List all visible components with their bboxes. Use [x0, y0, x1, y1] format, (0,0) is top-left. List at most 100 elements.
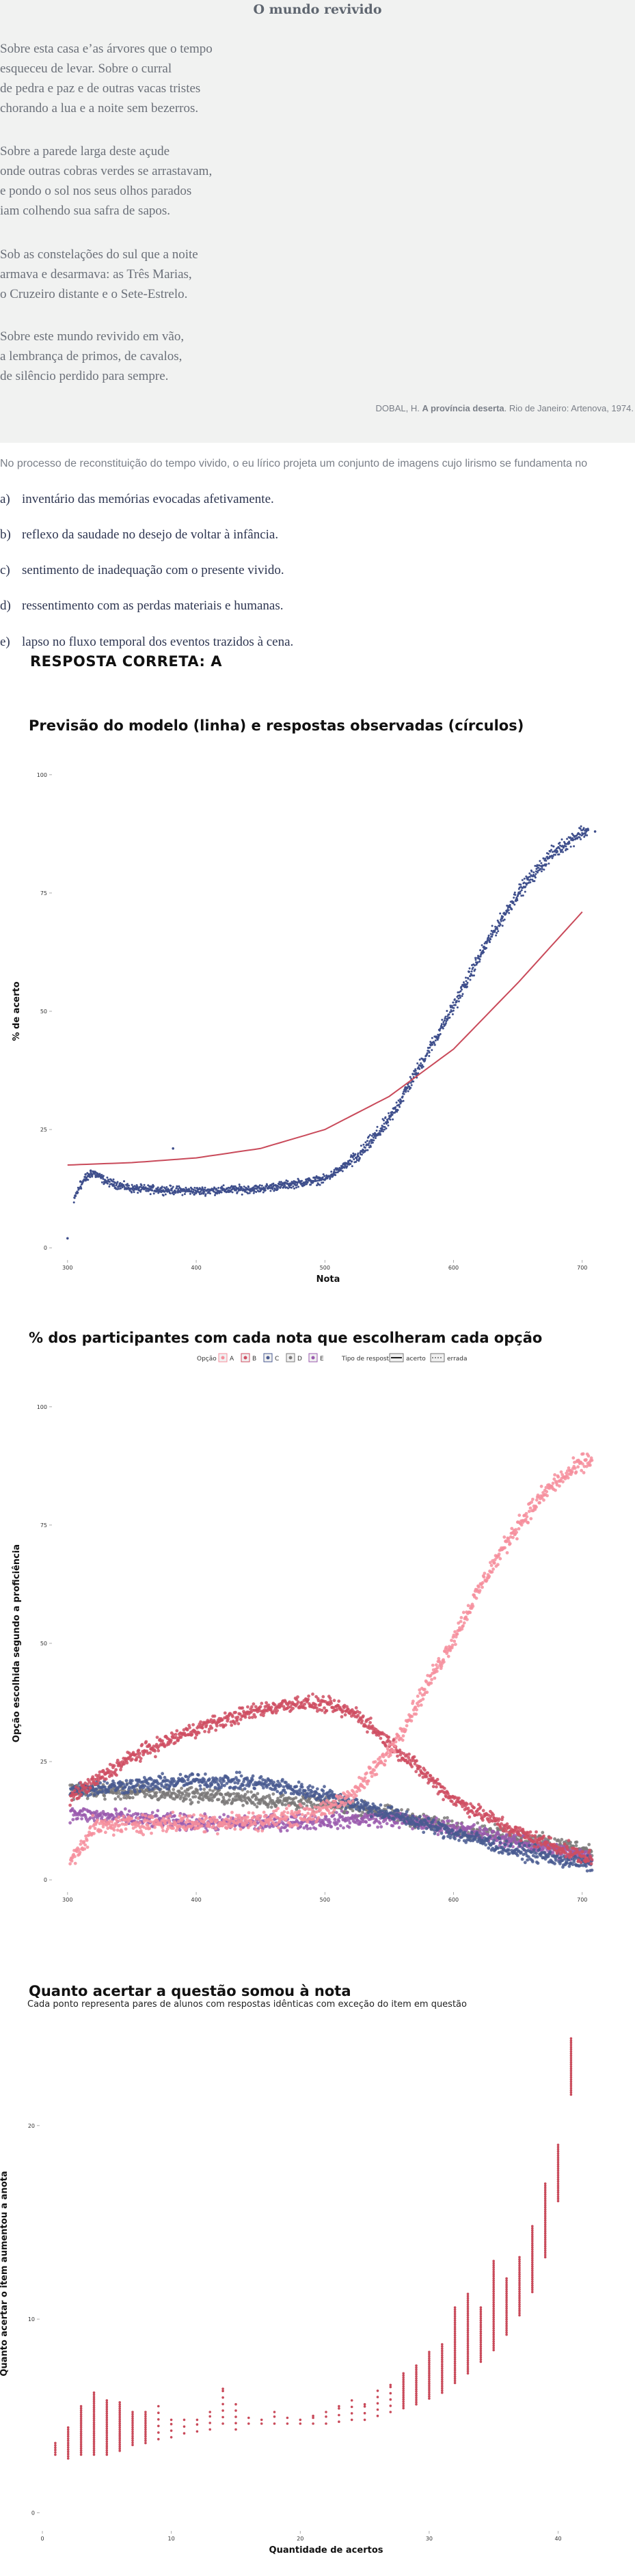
observed-point: [516, 899, 519, 901]
observed-point: [444, 1015, 447, 1018]
point-C: [492, 1839, 496, 1843]
point-C: [253, 1787, 256, 1790]
observed-point: [459, 990, 462, 993]
point-B: [204, 1723, 208, 1727]
observed-point: [87, 1173, 90, 1175]
poem-line: Sobre este mundo revivido em vão,: [0, 329, 185, 344]
observed-point: [442, 1027, 444, 1030]
point-C: [146, 1782, 150, 1786]
observed-point: [351, 1156, 354, 1159]
observed-point: [580, 838, 582, 840]
observed-point: [478, 955, 480, 958]
point-E: [127, 1809, 131, 1813]
y-tick-label: 50: [40, 1009, 47, 1015]
observed-point: [448, 1016, 451, 1019]
point-B: [368, 1721, 372, 1725]
point-E: [483, 1831, 487, 1835]
observed-point: [255, 1191, 258, 1193]
point-B: [320, 1708, 324, 1712]
observed-point: [487, 936, 490, 939]
observed-point: [528, 872, 531, 875]
point-D: [237, 1792, 241, 1796]
point-C: [282, 1785, 286, 1789]
observed-point: [499, 912, 502, 915]
observed-point: [371, 1141, 374, 1144]
observed-point: [330, 1170, 333, 1173]
legend-label-E: E: [320, 1356, 324, 1362]
point-C: [427, 1817, 431, 1820]
point-E: [513, 1837, 517, 1841]
observed-point: [151, 1189, 154, 1192]
option-e[interactable]: e) lapso no fluxo temporal dos eventos tr…: [0, 635, 293, 650]
observed-point: [340, 1169, 342, 1172]
point-D: [116, 1792, 119, 1795]
observed-point: [381, 1128, 383, 1131]
observed-point: [165, 1186, 168, 1188]
observed-point: [241, 1187, 243, 1190]
point-C: [303, 1789, 307, 1793]
point-C: [416, 1818, 419, 1822]
point-C: [295, 1785, 299, 1788]
observed-point: [544, 858, 547, 860]
observed-point: [536, 871, 539, 874]
point-C: [535, 1852, 538, 1855]
observed-point: [478, 960, 481, 963]
observed-point: [569, 845, 572, 848]
observed-point: [183, 1188, 186, 1191]
option-a[interactable]: a) inventário das memórias evocadas afeti…: [0, 492, 274, 507]
point-B: [138, 1751, 141, 1755]
point-C: [396, 1809, 400, 1813]
point-B: [197, 1731, 201, 1735]
option-letter: c): [0, 563, 10, 577]
point-D: [158, 1790, 162, 1794]
observed-point: [392, 1118, 394, 1121]
point-E: [391, 1824, 395, 1828]
observed-point: [238, 1183, 241, 1186]
point-B: [340, 1715, 344, 1718]
observed-point: [550, 845, 553, 847]
point-D: [172, 1787, 176, 1792]
point-B: [131, 1757, 134, 1761]
observed-point: [172, 1193, 175, 1196]
observed-point: [508, 912, 511, 914]
poem-line: de silêncio perdido para sempre.: [0, 369, 169, 383]
point-B: [148, 1751, 152, 1755]
x-axis-label: Nota: [316, 1274, 340, 1285]
observed-point: [223, 1188, 226, 1190]
point-E: [340, 1815, 344, 1819]
point-E: [364, 1820, 368, 1824]
point-B: [379, 1736, 383, 1740]
observed-point: [280, 1181, 282, 1183]
point-B: [215, 1724, 219, 1728]
observed-point: [222, 1184, 225, 1187]
point-C: [446, 1827, 450, 1831]
legend-label-D: D: [297, 1356, 302, 1362]
poem-stanza-1: Sobre esta casa e’as árvores que o tempo…: [0, 39, 213, 118]
point-C: [432, 1828, 436, 1832]
observed-point: [539, 860, 541, 862]
point-B: [356, 1714, 360, 1717]
observed-point: [504, 912, 507, 915]
point-E: [226, 1815, 230, 1818]
observed-point: [72, 1201, 75, 1204]
point-B: [116, 1758, 120, 1762]
credit-author: DOBAL, H.: [375, 403, 422, 413]
option-d[interactable]: d) ressentimento com as perdas materiais …: [0, 599, 284, 614]
point-C: [504, 1839, 509, 1843]
point-C: [238, 1770, 241, 1775]
observed-point: [181, 1194, 184, 1196]
observed-point: [548, 862, 550, 865]
poem-line: onde outras cobras verdes se arrastavam,: [0, 164, 213, 178]
point-C: [202, 1778, 206, 1781]
observed-point: [487, 937, 489, 940]
observed-point: [291, 1186, 293, 1189]
option-c[interactable]: c) sentimento de inadequação com o presen…: [0, 563, 284, 578]
option-b[interactable]: b) reflexo da saudade no desejo de voltar…: [0, 527, 278, 543]
point-C: [125, 1783, 129, 1786]
observed-point: [503, 912, 506, 914]
observed-point: [537, 866, 540, 869]
point-B: [323, 1706, 326, 1710]
observed-point: [193, 1186, 196, 1189]
observed-point: [479, 949, 482, 952]
correct-answer: RESPOSTA CORRETA: A: [30, 653, 223, 670]
